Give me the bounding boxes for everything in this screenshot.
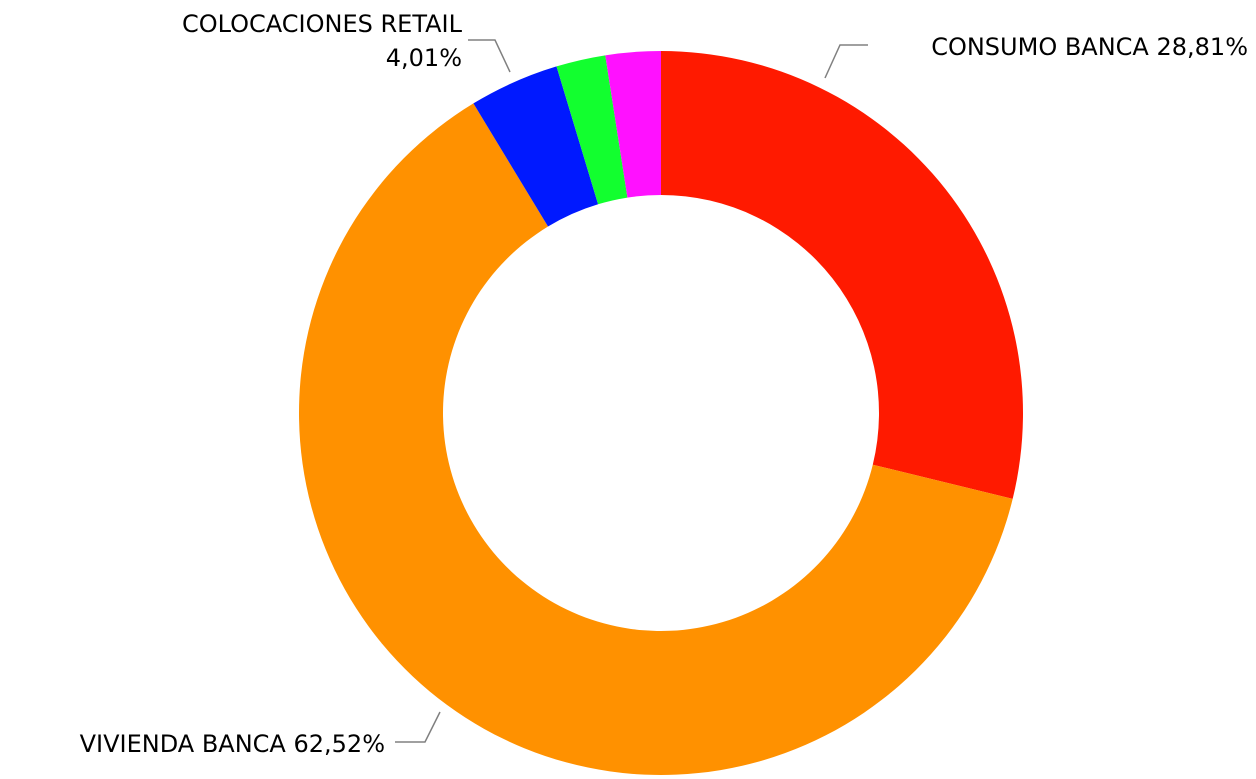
category-label: VIVIENDA BANCA [80, 730, 287, 758]
leader-line [468, 39, 511, 73]
category-label: CONSUMO BANCA [931, 33, 1149, 61]
slice-label: VIVIENDA BANCA 62,52% [80, 730, 385, 758]
value-label: 4,01% [386, 44, 462, 72]
slices [298, 51, 1023, 776]
donut-slice [556, 55, 628, 205]
leader-line [824, 44, 868, 79]
category-label: COLOCACIONES RETAIL [182, 10, 463, 38]
donut-slice [605, 51, 661, 198]
donut-slice [661, 51, 1023, 499]
value-label: 28,81% [1156, 33, 1248, 61]
slice-label: CONSUMO BANCA 28,81% [931, 33, 1248, 61]
donut-slice [298, 103, 1013, 776]
donut-slice [473, 66, 599, 227]
leader-line [395, 711, 441, 743]
value-label: 62,52% [293, 730, 385, 758]
